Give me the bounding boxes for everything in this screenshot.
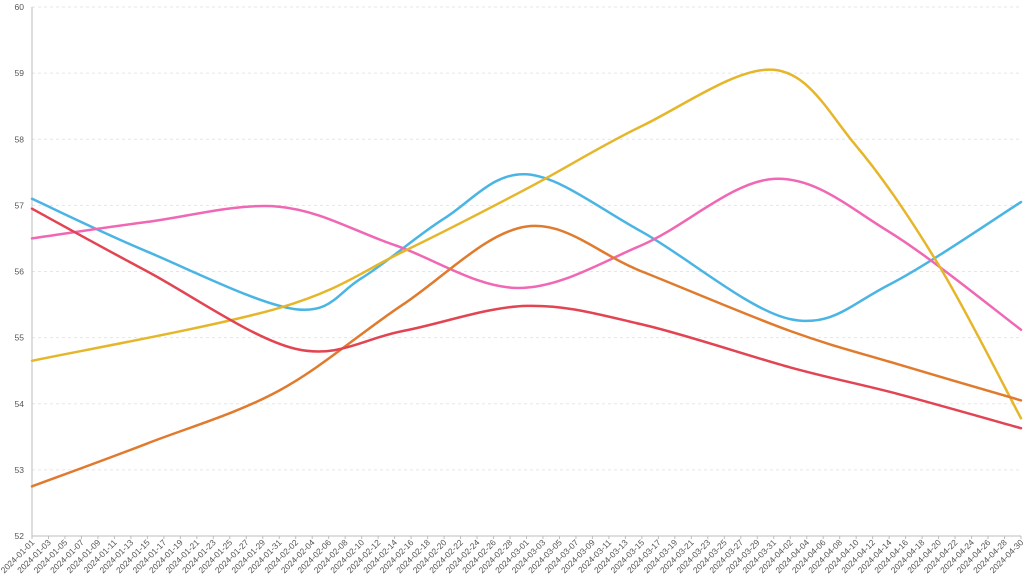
y-tick-label: 52 bbox=[15, 531, 25, 541]
y-axis-ticks: 52 53 54 55 56 57 58 59 60 bbox=[15, 2, 25, 541]
series-line-5 bbox=[30, 207, 1023, 430]
series-line-2 bbox=[30, 177, 1023, 331]
y-tick-label: 53 bbox=[15, 465, 25, 475]
y-tick-label: 58 bbox=[15, 134, 25, 144]
y-tick-label: 59 bbox=[15, 68, 25, 78]
y-tick-label: 56 bbox=[15, 267, 25, 277]
y-tick-label: 54 bbox=[15, 399, 25, 409]
y-tick-label: 55 bbox=[15, 333, 25, 343]
x-axis-ticks: 2024-01-012024-01-032024-01-052024-01-07… bbox=[0, 537, 1024, 575]
grid bbox=[32, 6, 1021, 537]
y-tick-label: 60 bbox=[15, 2, 25, 12]
series-line-4 bbox=[30, 224, 1023, 488]
series-group bbox=[30, 68, 1023, 488]
series-line-3 bbox=[30, 68, 1023, 420]
series-line-1 bbox=[30, 173, 1023, 323]
axes bbox=[31, 7, 1022, 539]
y-tick-label: 57 bbox=[15, 200, 25, 210]
